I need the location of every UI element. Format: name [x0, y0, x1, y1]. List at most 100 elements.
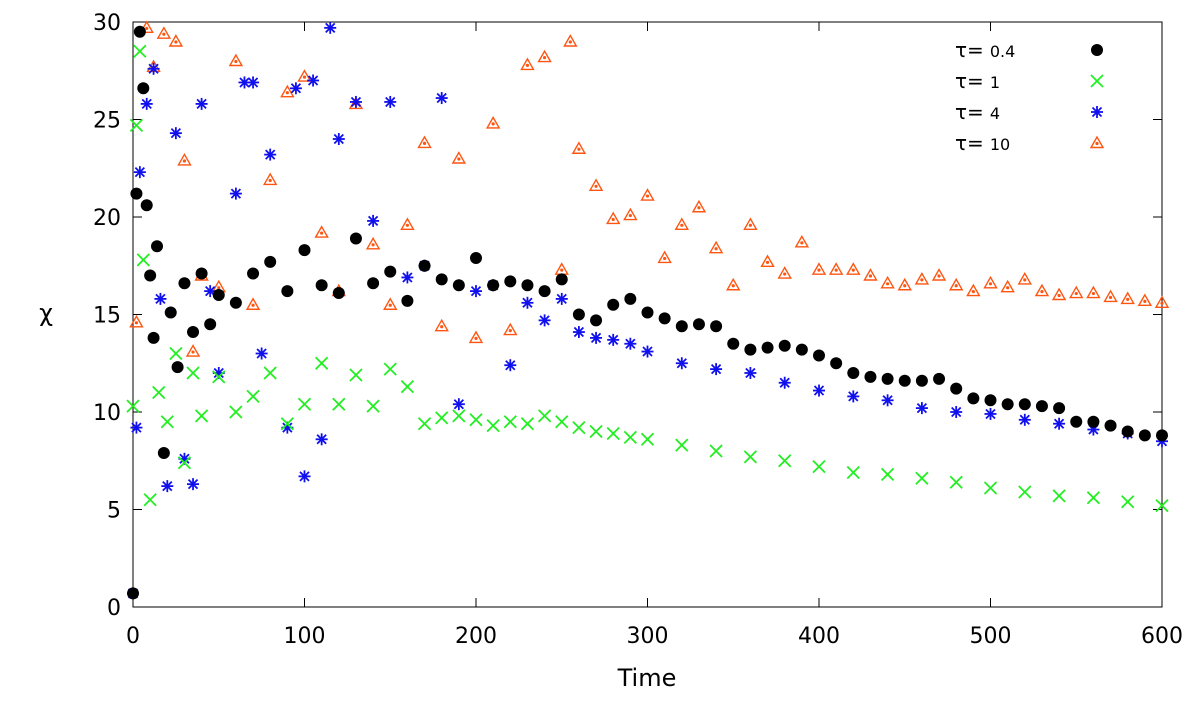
data-point-cross [949, 475, 963, 489]
y-axis: 0 5 10 15 20 25 30 [93, 11, 1162, 621]
data-point-cross [915, 471, 929, 485]
data-point-triangle [726, 277, 741, 291]
data-point-cross [469, 413, 483, 427]
data-point-circle [452, 279, 465, 292]
data-point-triangle [156, 26, 172, 39]
data-point-cross [778, 454, 792, 468]
data-point-circle [950, 382, 963, 395]
data-point-circle [813, 349, 825, 362]
data-point-triangle [185, 344, 201, 357]
data-point-cross [675, 438, 689, 452]
legend-value: 4 [990, 104, 1000, 123]
y-tick-label: 5 [107, 499, 121, 524]
data-point-circle [349, 232, 362, 245]
legend-symbol: τ= [955, 69, 984, 93]
data-point-triangle [451, 151, 467, 164]
data-point-star [915, 402, 928, 415]
data-point-cross [743, 450, 758, 464]
data-point-star [147, 62, 160, 75]
data-point-star [881, 394, 894, 407]
data-point-star [169, 127, 182, 140]
data-point-triangle [966, 283, 981, 297]
data-point-circle [1138, 429, 1151, 442]
data-point-triangle [383, 297, 398, 310]
data-point-circle [178, 277, 191, 290]
data-point-triangle [245, 297, 261, 310]
data-point-triangle [948, 277, 964, 291]
data-point-circle [778, 339, 791, 352]
data-point-star [247, 76, 260, 89]
data-point-triangle [811, 262, 827, 275]
data-point-circle [915, 374, 928, 387]
data-point-triangle [1034, 283, 1050, 297]
series-cross-points [126, 44, 1169, 513]
data-point-circle [744, 343, 757, 356]
data-point-circle [367, 277, 380, 290]
legend-value: 10 [990, 135, 1010, 154]
data-point-cross [169, 346, 183, 361]
y-tick-label: 20 [93, 206, 121, 231]
data-point-triangle [1017, 271, 1033, 285]
data-point-circle [933, 372, 946, 385]
x-tick-label: 600 [1141, 624, 1183, 649]
data-point-triangle [863, 268, 878, 281]
data-point-cross [1086, 491, 1101, 505]
data-point-star [452, 398, 465, 411]
data-point-circle [298, 244, 311, 257]
data-point-triangle [485, 115, 501, 129]
legend-symbol: τ= [955, 100, 984, 124]
data-point-cross [246, 389, 260, 404]
data-point-triangle [129, 314, 144, 328]
y-tick-label: 0 [107, 596, 121, 621]
data-point-triangle [640, 188, 655, 201]
legend-value: 1 [990, 73, 1000, 92]
data-point-circle [864, 370, 877, 383]
data-point-star [607, 333, 620, 346]
y-tick-label: 15 [93, 304, 121, 329]
data-point-triangle [554, 262, 569, 275]
data-point-star [555, 292, 568, 305]
y-tick-label: 10 [93, 401, 121, 426]
data-point-star [950, 406, 963, 418]
data-point-triangle [1051, 287, 1067, 301]
data-point-triangle [623, 207, 638, 221]
data-point-circle [881, 372, 894, 385]
data-point-triangle [657, 250, 672, 264]
data-point-circle [435, 273, 448, 286]
data-point-triangle [417, 135, 432, 149]
data-point-triangle [846, 262, 861, 275]
data-point-cross [366, 399, 380, 413]
data-point-star [1018, 413, 1031, 426]
data-point-star [675, 357, 688, 370]
legend-label: τ= 1 [955, 69, 1000, 93]
data-point-triangle [605, 211, 621, 225]
x-axis: 0 100 200 300 400 500 600 [126, 22, 1183, 649]
x-tick-label: 400 [798, 624, 840, 649]
data-point-circle [572, 308, 585, 321]
data-point-triangle [503, 322, 518, 336]
data-point-star [332, 133, 345, 145]
data-point-cross [263, 366, 277, 380]
data-point-cross [194, 409, 209, 423]
data-point-triangle [777, 266, 792, 279]
data-point-circle [1070, 415, 1083, 428]
data-point-triangle [708, 240, 724, 254]
y-tick-label: 25 [93, 109, 121, 134]
data-point-circle [1001, 398, 1014, 411]
data-point-triangle [897, 277, 912, 291]
legend-marker-cross [1090, 74, 1104, 88]
data-point-star [367, 214, 380, 227]
data-point-circle [229, 296, 242, 309]
data-point-triangle [1154, 295, 1170, 308]
x-tick-label: 200 [455, 624, 497, 649]
data-point-circle [984, 394, 997, 407]
data-point-star [229, 187, 242, 200]
data-point-circle [1121, 425, 1134, 438]
data-point-star [744, 367, 757, 379]
data-point-triangle [1137, 293, 1153, 307]
data-point-circle [1087, 415, 1100, 428]
y-tick-label: 30 [93, 11, 121, 36]
data-point-cross [1018, 485, 1032, 499]
data-point-circle [401, 294, 414, 307]
